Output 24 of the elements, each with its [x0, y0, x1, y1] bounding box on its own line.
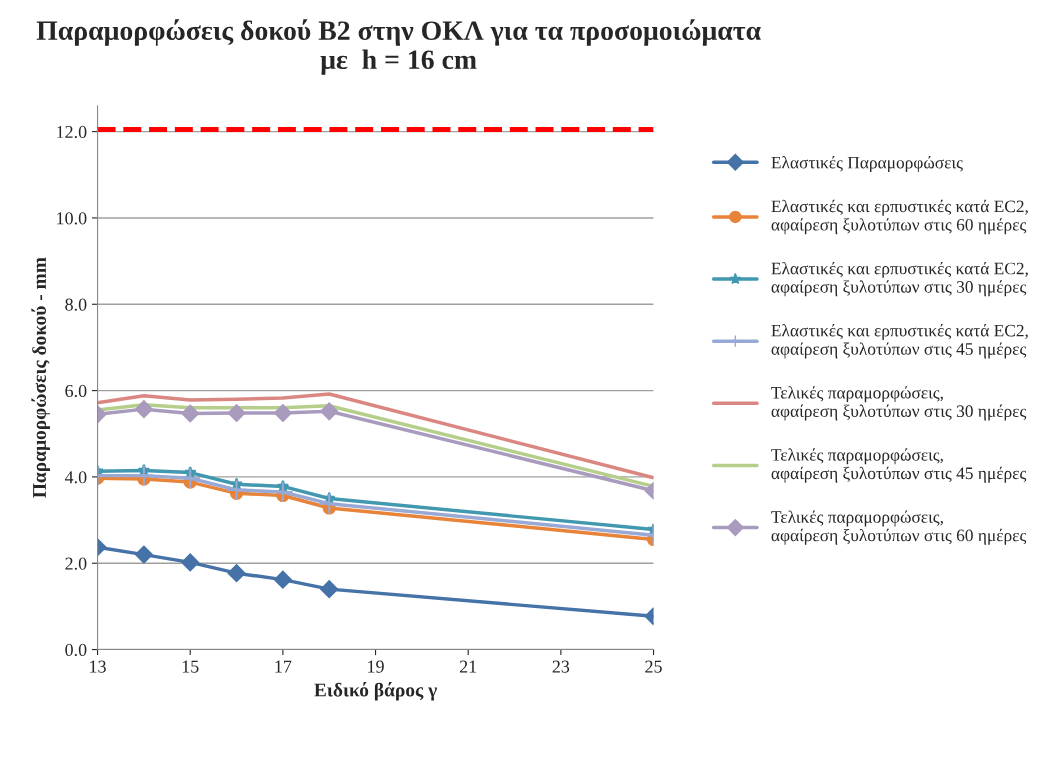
x-tick-label: 21	[459, 660, 477, 673]
legend-label: Τελικές παραμορφώσεις, αφαίρεση ξυλοτύπων στις 60 ημέρες	[771, 510, 1027, 545]
x-tick-label: 15	[182, 660, 199, 673]
y-tick-label: 2.0	[65, 557, 87, 570]
x-tick-label: 19	[368, 660, 384, 673]
y-axis-title: Παραμορφώσεις δοκού - mm	[31, 257, 50, 498]
x-tick-label: 23	[552, 660, 570, 673]
legend-label: Τελικές παραμορφώσεις, αφαίρεση ξυλοτύπων στις 45 ημέρες	[771, 448, 1027, 483]
legend-label: Ελαστικές και ερπυστικές κατά EC2, αφαίρεση ξυλοτύπων στις 30 ημέρες	[771, 261, 1028, 297]
x-tick-label: 13	[90, 660, 106, 673]
y-tick-label: 12.0	[57, 125, 87, 139]
legend-label: Τελικές παραμορφώσεις, αφαίρεση ξυλοτύπων στις 30 ημέρες	[771, 386, 1027, 421]
x-tick-label: 17	[275, 660, 292, 673]
y-tick-label: 6.0	[65, 384, 87, 398]
chart-title: Παραμορφώσεις δοκού Β2 στην ΟΚΛ για τα προσομοιώματα με h = 16 cm	[36, 19, 761, 75]
y-tick-label: 10.0	[57, 212, 87, 225]
legend-label: Ελαστικές και ερπυστικές κατά EC2, αφαίρεση ξυλοτύπων στις 45 ημέρες	[771, 324, 1028, 359]
y-tick-label: 0.0	[65, 643, 87, 657]
legend-label: Ελαστικές Παραμορφώσεις	[771, 156, 963, 173]
y-tick-label: 8.0	[65, 298, 87, 311]
x-tick-label: 25	[645, 660, 662, 673]
y-tick-label: 4.0	[64, 471, 87, 484]
legend-label: Ελαστικές και ερπυστικές κατά EC2, αφαίρεση ξυλοτύπων στις 60 ημέρες	[771, 199, 1028, 235]
x-axis-title: Ειδικό βάρος γ	[314, 681, 437, 701]
